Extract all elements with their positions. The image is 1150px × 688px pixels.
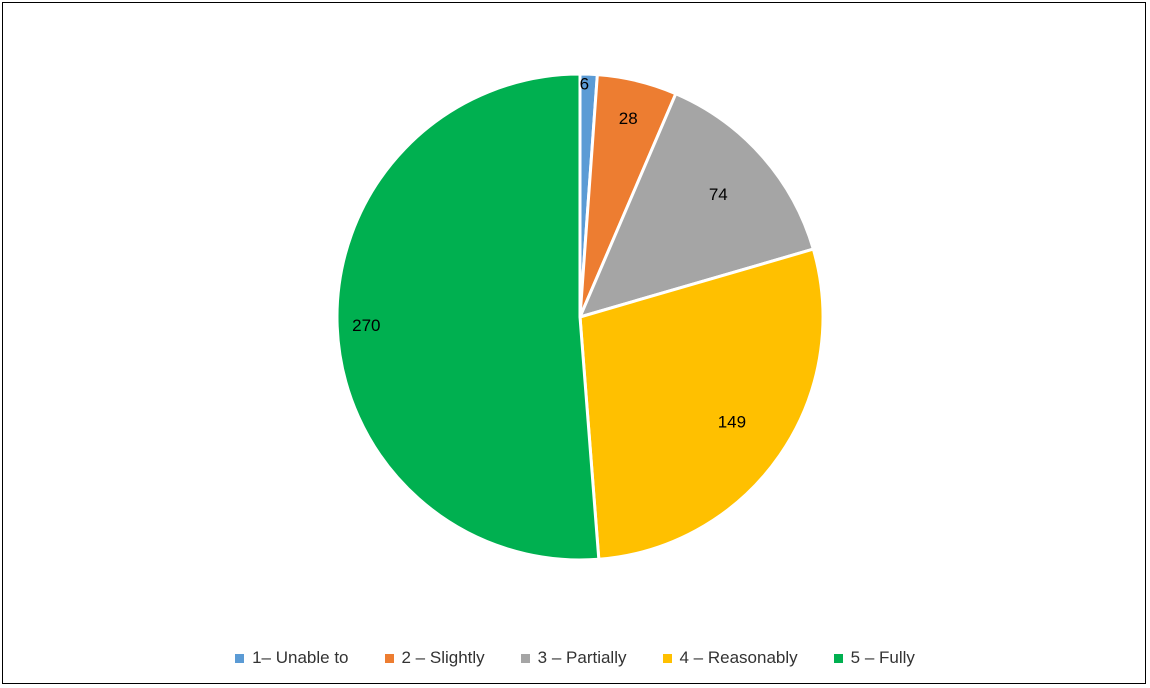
legend: 1– Unable to 2 – Slightly 3 – Partially … bbox=[0, 646, 1150, 670]
legend-swatch bbox=[662, 653, 672, 663]
pie-slice-reasonably bbox=[578, 247, 825, 561]
legend-swatch bbox=[520, 653, 530, 663]
legend-label: 3 – Partially bbox=[537, 648, 627, 667]
legend-item-fully: 5 – Fully bbox=[833, 648, 915, 668]
legend-item-reasonably: 4 – Reasonably bbox=[662, 648, 798, 668]
legend-label: 2 – Slightly bbox=[401, 648, 485, 667]
data-label-fully: 270 bbox=[352, 316, 380, 335]
legend-label: 4 – Reasonably bbox=[679, 648, 798, 667]
legend-swatch bbox=[235, 653, 245, 663]
legend-label: 1– Unable to bbox=[252, 648, 349, 667]
pie-slice-fully bbox=[335, 72, 601, 562]
pie-slice-partially bbox=[578, 92, 815, 319]
legend-swatch bbox=[384, 653, 394, 663]
legend-swatch bbox=[833, 653, 843, 663]
legend-item-unable-to: 1– Unable to bbox=[235, 648, 349, 668]
data-label-slightly: 28 bbox=[619, 109, 638, 128]
data-label-unable-to: 6 bbox=[580, 74, 589, 93]
data-label-reasonably: 149 bbox=[718, 413, 746, 432]
data-label-partially: 74 bbox=[709, 185, 728, 204]
legend-label: 5 – Fully bbox=[850, 648, 915, 667]
legend-item-partially: 3 – Partially bbox=[520, 648, 627, 668]
legend-item-slightly: 2 – Slightly bbox=[384, 648, 485, 668]
